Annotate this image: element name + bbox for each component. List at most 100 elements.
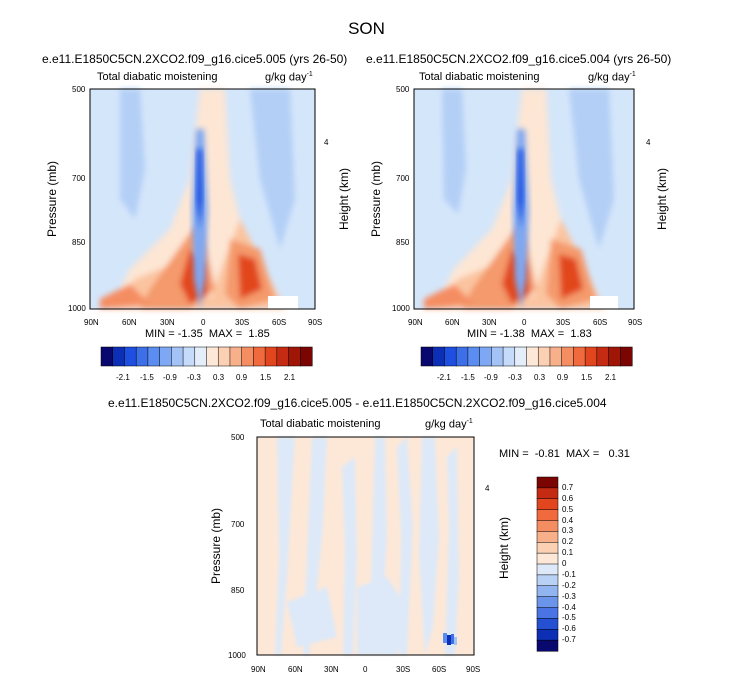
panel2-variable: Total diabatic moistening: [419, 71, 540, 83]
panel1-xtick-90N: 90N: [84, 318, 99, 327]
panel2-ytick-500: 500: [396, 85, 410, 94]
panel2-cbar-label: -1.5: [461, 373, 475, 382]
panel3-ylabel: Pressure (mb): [209, 508, 223, 585]
panel3-cbar-label: 0.5: [562, 504, 574, 514]
panel1-xtick-60S: 60S: [272, 318, 287, 327]
colorbar-swatch: [502, 346, 516, 367]
colorbar-swatch: [217, 346, 231, 367]
panel3-xtick-60S: 60S: [432, 665, 447, 674]
panel3-xtick-30N: 30N: [324, 665, 339, 674]
panel1-ytick-1000: 1000: [68, 304, 86, 313]
panel3-xtick-90S: 90S: [466, 665, 481, 674]
panel1-case-title: e.e11.E1850C5CN.2XCO2.f09_g16.cice5.005 …: [42, 52, 348, 66]
panel2-ytick-700: 700: [396, 174, 410, 183]
colorbar-swatch: [420, 346, 434, 367]
colorbar-swatch: [206, 346, 219, 367]
panel1-cbar-label: 1.5: [260, 373, 272, 382]
panel3-ytick-1000: 1000: [228, 651, 246, 660]
colorbar-swatch: [491, 346, 504, 367]
panel1-cbar-label: -2.1: [116, 373, 130, 382]
panel2-units: g/kg day-1: [588, 71, 636, 84]
colorbar-swatch: [536, 531, 559, 543]
colorbar-swatch: [536, 487, 559, 500]
colorbar-swatch: [264, 346, 278, 367]
colorbar-swatch: [124, 346, 137, 367]
colorbar-swatch: [288, 346, 301, 367]
panel2-cbar-label: -0.9: [484, 373, 498, 382]
colorbar-swatch: [300, 346, 313, 367]
colorbar-swatch: [536, 498, 559, 511]
panel2-cbar-label: 2.1: [605, 373, 617, 382]
panel1-cbar-label: 0.3: [213, 373, 225, 382]
panel3-cbar-label: -0.1: [562, 569, 576, 579]
colorbar-swatch: [536, 574, 559, 587]
colorbar-swatch: [171, 346, 184, 367]
panel1-cbar-label: -1.5: [140, 373, 154, 382]
panel2-xtick-30S: 30S: [556, 318, 571, 327]
colorbar-swatch: [536, 542, 559, 554]
panel3-ytick-850: 850: [231, 586, 245, 595]
panel3-xtick-60N: 60N: [288, 665, 303, 674]
figure-title: SON: [348, 19, 385, 38]
panel1-ytick-850: 850: [72, 238, 86, 247]
panel3-ytick-500: 500: [231, 433, 245, 442]
panel3-colorbar: [536, 476, 559, 652]
panel3-cbar-label: -0.5: [562, 613, 576, 623]
panel3-cbar-label: -0.4: [562, 602, 576, 612]
colorbar-swatch: [444, 346, 457, 367]
panel3-cbar-label: -0.6: [562, 624, 576, 634]
panel3-xtick-90N: 90N: [251, 665, 266, 674]
panel3-ytick-700: 700: [231, 520, 245, 529]
panel2-xtick-0: 0: [522, 318, 527, 327]
panel2-contour-plot: [413, 88, 635, 310]
colorbar-swatch: [549, 346, 563, 367]
panel1-cbar-label: -0.3: [187, 373, 201, 382]
panel3-height-tick: 4: [485, 484, 490, 493]
colorbar-swatch: [536, 520, 559, 532]
panel1-xtick-30S: 30S: [235, 318, 250, 327]
colorbar-swatch: [608, 346, 621, 367]
panel2-cbar-label: -2.1: [437, 373, 451, 382]
panel1-colorbar: [100, 346, 313, 367]
colorbar-swatch: [536, 596, 559, 609]
panel2-ytick-850: 850: [396, 238, 410, 247]
panel1-cbar-label: 2.1: [284, 373, 296, 382]
colorbar-swatch: [536, 629, 559, 641]
panel1-ylabel: Pressure (mb): [45, 161, 59, 238]
colorbar-swatch: [536, 552, 559, 565]
panel1-units: g/kg day-1: [265, 71, 313, 84]
colorbar-swatch: [536, 639, 559, 652]
colorbar-swatch: [112, 346, 125, 367]
panel1-xtick-0: 0: [201, 318, 206, 327]
panel1-variable: Total diabatic moistening: [97, 71, 218, 83]
panel2-xtick-30N: 30N: [482, 318, 497, 327]
panel3-units: g/kg day-1: [425, 418, 473, 431]
panel3-xtick-0: 0: [363, 665, 368, 674]
colorbar-swatch: [194, 346, 208, 367]
colorbar-swatch: [536, 563, 559, 576]
panel3-ylabel-right: Height (km): [497, 517, 511, 580]
panel3-cbar-label: 0.4: [562, 515, 574, 525]
panel2-xtick-90S: 90S: [628, 318, 643, 327]
colorbar-swatch: [135, 346, 149, 367]
colorbar-swatch: [573, 346, 586, 367]
colorbar-swatch: [536, 585, 559, 598]
panel3-cbar-label: -0.2: [562, 580, 576, 590]
panel3-cbar-label: 0.1: [562, 548, 574, 558]
panel2-cbar-label: -0.3: [508, 373, 522, 382]
colorbar-swatch: [455, 346, 469, 367]
panel2-cbar-label: 0.9: [557, 373, 569, 382]
panel2-ytick-1000: 1000: [392, 304, 410, 313]
panel3-cbar-label: 0.3: [562, 526, 574, 536]
panel3-cbar-label: 0: [562, 559, 567, 568]
panel1-ytick-500: 500: [72, 85, 86, 94]
panel3-cbar-label: 0.2: [562, 537, 574, 547]
colorbar-swatch: [479, 346, 492, 367]
colorbar-swatch: [253, 346, 266, 367]
panel3-cbar-label: -0.3: [562, 591, 576, 601]
panel1-height-tick: 4: [324, 138, 329, 147]
panel3-xtick-30S: 30S: [396, 665, 411, 674]
colorbar-swatch: [537, 346, 551, 367]
panel2-xtick-60S: 60S: [593, 318, 608, 327]
colorbar-swatch: [596, 346, 610, 367]
